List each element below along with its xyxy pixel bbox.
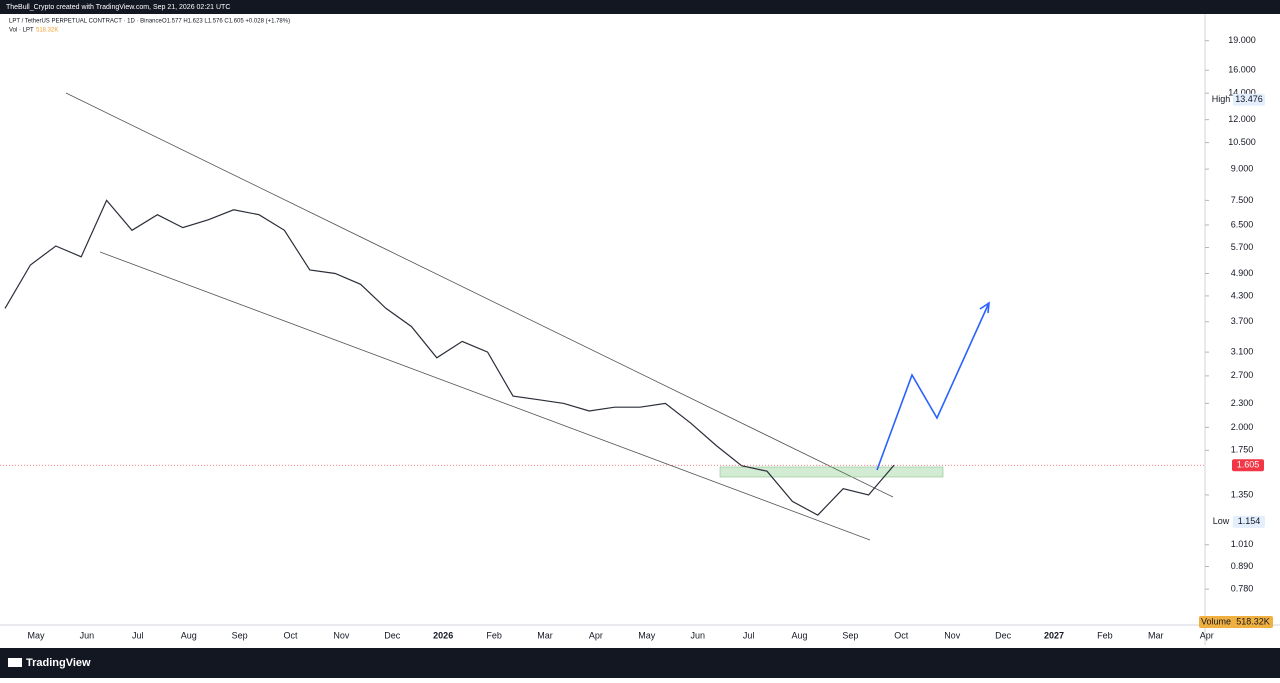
y-tick-label: 4.900 — [1231, 268, 1254, 278]
x-tick-label: Feb — [486, 630, 502, 640]
projection — [876, 304, 989, 471]
low-value: 1.154 — [1238, 516, 1261, 526]
channel-upper — [65, 92, 894, 498]
x-tick-label: Oct — [894, 630, 909, 640]
y-tick-label: 14.000 — [1228, 88, 1256, 98]
low-label: Low — [1213, 516, 1230, 526]
y-tick-label: 1.350 — [1231, 489, 1254, 499]
x-tick-label: Mar — [1148, 630, 1164, 640]
x-tick-label: Aug — [181, 630, 197, 640]
y-tick-label: 7.500 — [1231, 195, 1254, 205]
x-tick-label: May — [638, 630, 656, 640]
volume-label: Volume — [1201, 616, 1231, 626]
x-tick-label: Feb — [1097, 630, 1113, 640]
x-tick-label: Nov — [333, 630, 350, 640]
x-tick-label: Jun — [690, 630, 705, 640]
x-tick-label: Nov — [944, 630, 961, 640]
y-tick-label: 3.700 — [1231, 316, 1254, 326]
x-tick-label: 2027 — [1044, 630, 1064, 640]
high-box — [1233, 93, 1265, 106]
x-tick-label: Dec — [384, 630, 401, 640]
y-tick-label: 2.700 — [1231, 370, 1254, 380]
volume-legend-value: 518.32K — [36, 28, 58, 34]
x-tick-label: Jul — [743, 630, 755, 640]
y-tick-label: 1.750 — [1231, 445, 1254, 455]
y-tick-label: 10.500 — [1228, 137, 1256, 147]
channel-lower — [99, 251, 871, 541]
x-tick-label: Aug — [791, 630, 807, 640]
x-tick-label: Jun — [80, 630, 95, 640]
y-tick-label: 2.000 — [1231, 422, 1254, 432]
symbol-title: LPT / TetherUS PERPETUAL CONTRACT · 1D ·… — [9, 19, 162, 25]
x-tick-label: Dec — [995, 630, 1012, 640]
x-tick-label: Jul — [132, 630, 144, 640]
x-tick-label: 2026 — [433, 630, 453, 640]
y-tick-label: 12.000 — [1228, 114, 1256, 124]
y-tick-label: 3.100 — [1231, 347, 1254, 357]
ohlc: O1.577 H1.623 L1.576 C1.605 +0.028 (+1.7… — [162, 19, 290, 25]
support-zone — [719, 466, 944, 478]
price-line — [4, 199, 895, 516]
x-tick-label: May — [27, 630, 45, 640]
brand: TradingView — [26, 657, 91, 669]
x-tick-label: Oct — [283, 630, 298, 640]
last-price-box — [1232, 459, 1264, 472]
credit: TheBull_Crypto created with TradingView.… — [6, 4, 230, 11]
volume-box — [1199, 616, 1273, 628]
volume-legend: Vol · LPT — [9, 28, 34, 34]
high-value: 13.476 — [1235, 94, 1263, 104]
x-tick-label: Sep — [842, 630, 858, 640]
series-layer: 19.000 16.000 14.000 12.000 10.500 9.000 7.500… — [0, 35, 1273, 640]
y-tick-label: 2.300 — [1231, 398, 1254, 408]
y-tick-label: 5.700 — [1231, 242, 1254, 252]
y-tick-label: 1.010 — [1231, 539, 1254, 549]
y-tick-label: 0.890 — [1231, 561, 1254, 571]
y-tick-label: 16.000 — [1228, 65, 1256, 75]
low-box — [1233, 515, 1265, 528]
x-tick-label: Apr — [589, 630, 603, 640]
top-bar — [0, 0, 1280, 14]
y-tick-label: 9.000 — [1231, 163, 1254, 173]
projection-arrowhead — [979, 301, 990, 314]
x-tick-label: Mar — [537, 630, 553, 640]
x-tick-label: Sep — [232, 630, 248, 640]
high-label: High — [1212, 94, 1231, 104]
plot-bg — [0, 14, 1280, 648]
y-tick-label: 19.000 — [1228, 35, 1256, 45]
logo-mark — [8, 658, 22, 667]
last-price-label: 1.605 — [1237, 460, 1260, 470]
volume-value: 518.32K — [1236, 616, 1270, 626]
y-tick-label: 6.500 — [1231, 219, 1254, 229]
bottom-bar — [0, 648, 1280, 678]
x-tick-label: Apr — [1200, 630, 1214, 640]
y-tick-label: 4.300 — [1231, 290, 1254, 300]
y-tick-label: 0.780 — [1231, 584, 1254, 594]
